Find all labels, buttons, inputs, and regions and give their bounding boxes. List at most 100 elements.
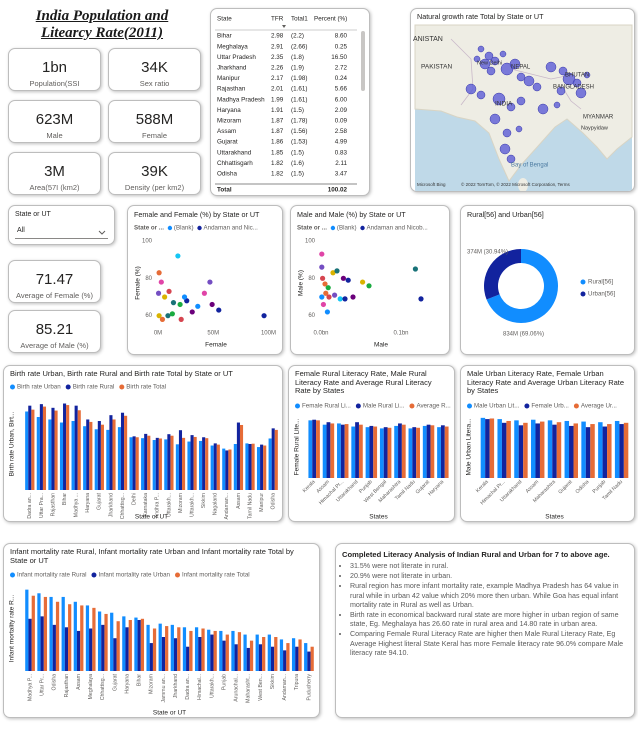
y-tick-label: 80 xyxy=(145,276,152,282)
kpi-label: Female xyxy=(141,131,167,140)
bar xyxy=(164,439,168,490)
scatter-point xyxy=(320,301,326,308)
map-label: NEPAL xyxy=(511,65,531,71)
bar xyxy=(237,632,242,671)
bar xyxy=(31,595,35,671)
bar xyxy=(146,624,150,671)
bar xyxy=(77,410,81,490)
scatter-point xyxy=(412,266,418,272)
x-tick-label: Karnataka xyxy=(143,493,149,517)
bar xyxy=(523,422,528,478)
map-bubble xyxy=(490,56,500,66)
map-bubble xyxy=(489,113,501,125)
bar xyxy=(25,589,29,671)
x-tick-label: Gujarat xyxy=(97,492,103,510)
kpi-card: 588M Female xyxy=(108,100,201,143)
legend-title: State or ... xyxy=(134,225,164,232)
bar xyxy=(104,613,108,671)
bar xyxy=(590,424,595,478)
map-label: BHUTAN xyxy=(565,73,589,79)
map-bubble xyxy=(499,143,511,155)
legend-label: Birth rate Rural xyxy=(73,384,115,391)
bar xyxy=(581,421,586,478)
bar xyxy=(316,420,320,478)
y-axis-title: Infant mortality rate R... xyxy=(9,595,16,663)
bar xyxy=(480,417,486,478)
bar xyxy=(373,426,378,478)
kpi-value: 71.47 xyxy=(35,271,74,288)
x-tick-label: Kerala xyxy=(475,479,490,494)
notes-heading: Completed Literacy Analysis of Indian Ru… xyxy=(342,550,610,559)
bar xyxy=(68,604,72,671)
bar xyxy=(52,624,56,671)
data-label: 374M (30.94%) xyxy=(467,250,508,256)
kpi-label: Male xyxy=(46,131,63,140)
bar xyxy=(170,624,174,671)
kpi-card: 3M Area(57I (km2) xyxy=(8,152,101,195)
bar xyxy=(369,425,374,478)
x-tick-label: Odisha xyxy=(271,493,277,510)
bar xyxy=(340,424,345,478)
bar xyxy=(199,440,203,490)
bar xyxy=(485,419,490,478)
chart-canvas: Male Urban Lit... Female Urb... Average Ur… xyxy=(466,403,629,521)
bar xyxy=(36,417,40,490)
bar xyxy=(158,438,162,490)
bar xyxy=(213,630,217,671)
map-bubble xyxy=(465,83,477,95)
table-cell: 16.50 xyxy=(331,54,347,61)
bar xyxy=(279,639,284,671)
slicer-dropdown[interactable]: All xyxy=(15,224,108,239)
x-tick-label: Assam xyxy=(236,493,242,509)
note-item: Comparing Female Rural Literacy Rate are… xyxy=(350,630,626,658)
notes-list: 31.5% were not literate in rural.20.9% w… xyxy=(336,562,634,658)
bar xyxy=(430,425,435,478)
legend-marker xyxy=(573,403,579,409)
table-cell: (1.5) xyxy=(291,149,304,156)
table-cell: Bihar xyxy=(217,33,232,40)
x-tick-label: 50M xyxy=(207,331,219,337)
total-value: 100.02 xyxy=(328,187,348,194)
bar xyxy=(222,448,226,490)
bar xyxy=(193,436,197,490)
table-cell: 2.72 xyxy=(335,64,348,71)
table-cell: Manipur xyxy=(217,75,240,82)
bar xyxy=(64,627,69,671)
bar xyxy=(298,639,302,671)
bar xyxy=(219,630,223,671)
bar xyxy=(89,421,93,490)
map-bubble xyxy=(537,103,549,115)
donut-panel: Rural[56] and Urban[56] 834M (69.06%) Rura… xyxy=(460,205,635,355)
bar xyxy=(308,420,313,478)
scatter-point xyxy=(320,275,326,281)
x-tick-label: Sikkim xyxy=(270,674,276,689)
column-header: Total1 xyxy=(291,16,308,23)
table-cell: 2.26 xyxy=(271,64,284,71)
scatter-point xyxy=(334,268,340,274)
bar xyxy=(514,420,519,478)
bar xyxy=(40,616,44,671)
bar xyxy=(283,650,287,671)
legend-marker xyxy=(10,572,15,578)
table-cell: (1.78) xyxy=(291,117,307,124)
kpi-value: 39K xyxy=(141,163,168,180)
table-cell: (1.6) xyxy=(291,160,304,167)
scatter-point xyxy=(158,279,164,285)
bar xyxy=(355,422,359,478)
bar xyxy=(124,415,128,490)
legend-marker xyxy=(197,225,202,231)
map-label: MYANMAR xyxy=(583,115,614,121)
bar xyxy=(267,634,271,671)
bar xyxy=(598,422,603,478)
bar xyxy=(61,596,65,671)
bar-chart-panel: Female Rural Li... Male Rural Li... Averag… xyxy=(288,365,455,522)
x-tick-label: Uttarakh... xyxy=(209,674,215,698)
legend-marker xyxy=(360,225,365,231)
bar xyxy=(43,596,48,671)
table-cell: 1.99 xyxy=(271,96,284,103)
data-label: 834M (69.06%) xyxy=(503,332,544,338)
map-label: Naypyidaw xyxy=(581,125,608,131)
x-tick-label: 0.0bn xyxy=(313,331,328,337)
scatter-point xyxy=(189,309,195,315)
x-tick-label: Assam xyxy=(76,674,82,690)
